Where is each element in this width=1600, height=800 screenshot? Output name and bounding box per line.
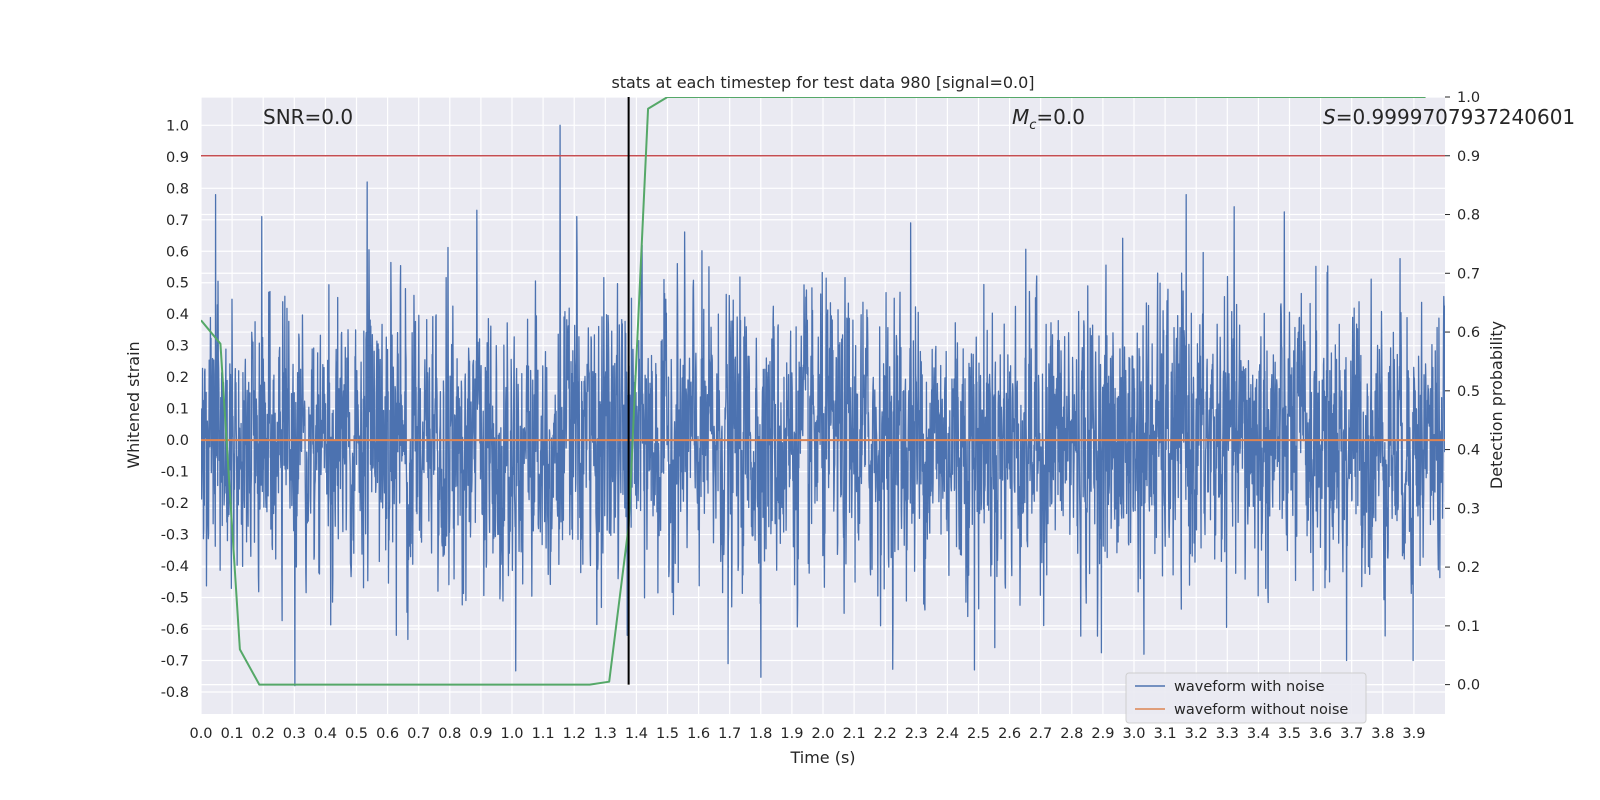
y-tick-label: 0.2 <box>166 370 189 386</box>
x-tick-label: 2.4 <box>936 726 959 742</box>
x-axis-label: Time (s) <box>789 748 855 767</box>
y-tick-label: 0.8 <box>166 181 189 197</box>
y-tick-label: 0.3 <box>166 339 189 355</box>
x-tick-label: 0.1 <box>221 726 244 742</box>
y-tick-label: -0.7 <box>161 653 189 669</box>
y2-tick-label: 0.9 <box>1457 149 1480 165</box>
x-tick-label: 1.8 <box>749 726 772 742</box>
y2-axis-label: Detection probability <box>1487 321 1506 489</box>
x-tick-label: 0.7 <box>407 726 430 742</box>
x-tick-label: 3.9 <box>1402 726 1425 742</box>
x-tick-label: 2.1 <box>843 726 866 742</box>
y-tick-label: 0.6 <box>166 244 189 260</box>
y-tick-label: -0.8 <box>161 685 189 701</box>
x-tick-labels: 0.0 0.1 0.2 0.3 0.4 0.5 0.6 0.7 0.8 0.9 1.0 1.1 1.2 1… <box>189 726 1425 742</box>
y2-tick-label: 0.8 <box>1457 208 1480 224</box>
snr-annotation: SNR=0.0 <box>263 105 353 129</box>
x-tick-label: 3.1 <box>1154 726 1177 742</box>
x-tick-label: 2.7 <box>1029 726 1052 742</box>
x-tick-label: 2.0 <box>811 726 834 742</box>
x-tick-label: 2.3 <box>905 726 928 742</box>
x-tick-label: 1.4 <box>625 726 648 742</box>
y2-tick-label: 0.1 <box>1457 619 1480 635</box>
series-detection-probability <box>201 97 1426 686</box>
y2-tick-label: 0.6 <box>1457 325 1480 341</box>
y-tick-label: 0.0 <box>166 433 189 449</box>
legend-label-clean: waveform without noise <box>1174 702 1348 718</box>
x-tick-label: 2.2 <box>874 726 897 742</box>
x-tick-label: 0.6 <box>376 726 399 742</box>
x-tick-label: 1.0 <box>500 726 523 742</box>
legend-label-noise: waveform with noise <box>1174 679 1325 695</box>
y2-tick-labels: 0.0 0.1 0.2 0.3 0.4 0.5 0.6 0.7 0.8 0.9 1.0 <box>1445 90 1480 694</box>
x-tick-label: 3.4 <box>1247 726 1270 742</box>
y2-tick-label: 0.5 <box>1457 384 1480 400</box>
y-tick-label: 0.4 <box>166 307 189 323</box>
x-tick-label: 0.4 <box>314 726 337 742</box>
y-tick-label: -0.6 <box>161 622 189 638</box>
y-tick-label: 1.0 <box>166 118 189 134</box>
y2-tick-label: 0.3 <box>1457 501 1480 517</box>
noise-series-layer <box>201 124 1445 687</box>
y-tick-label: -0.2 <box>161 496 189 512</box>
x-tick-label: 0.5 <box>345 726 368 742</box>
chart-title: stats at each timestep for test data 980… <box>611 73 1034 92</box>
x-tick-label: 2.8 <box>1060 726 1083 742</box>
y2-tick-label: 0.4 <box>1457 443 1480 459</box>
detection-score-annotation: S=0.9999707937240601 <box>1323 105 1575 129</box>
x-tick-label: 3.8 <box>1371 726 1394 742</box>
x-tick-label: 3.2 <box>1185 726 1208 742</box>
x-tick-label: 2.5 <box>967 726 990 742</box>
x-tick-label: 1.2 <box>563 726 586 742</box>
x-tick-label: 1.1 <box>532 726 555 742</box>
x-tick-label: 1.7 <box>718 726 741 742</box>
x-tick-label: 2.9 <box>1091 726 1114 742</box>
series-layer <box>200 96 1445 686</box>
x-tick-label: 3.5 <box>1278 726 1301 742</box>
y-tick-label: 0.7 <box>166 213 189 229</box>
y2-tick-label: 0.7 <box>1457 266 1480 282</box>
series-waveform-with-noise <box>201 124 1445 687</box>
x-tick-label: 1.3 <box>594 726 617 742</box>
y-tick-label: -0.3 <box>161 528 189 544</box>
x-tick-label: 3.7 <box>1340 726 1363 742</box>
x-tick-label: 1.6 <box>687 726 710 742</box>
y2-tick-label: 0.2 <box>1457 560 1480 576</box>
x-tick-label: 0.0 <box>189 726 212 742</box>
x-tick-label: 0.8 <box>438 726 461 742</box>
y-axis-label: Whitened strain <box>124 341 143 468</box>
chirp-mass-annotation: Mc=0.0 <box>1012 105 1085 133</box>
x-tick-label: 1.9 <box>780 726 803 742</box>
x-tick-label: 0.3 <box>283 726 306 742</box>
y-tick-labels: -0.8 -0.7 -0.6 -0.5 -0.4 -0.3 -0.2 -0.1 0.0 0.1 0.… <box>161 118 189 701</box>
x-tick-label: 3.3 <box>1216 726 1239 742</box>
y-tick-label: -0.1 <box>161 465 189 481</box>
legend-box <box>1125 672 1367 724</box>
x-tick-label: 3.0 <box>1122 726 1145 742</box>
x-tick-label: 0.2 <box>252 726 275 742</box>
x-tick-label: 3.6 <box>1309 726 1332 742</box>
y-tick-label: -0.4 <box>161 559 189 575</box>
x-tick-label: 0.9 <box>469 726 492 742</box>
legend: waveform with noise waveform without noi… <box>1125 672 1367 724</box>
y-tick-label: -0.5 <box>161 591 189 607</box>
x-tick-label: 2.6 <box>998 726 1021 742</box>
y2-tick-label: 1.0 <box>1457 90 1480 106</box>
y2-tick-label: 0.0 <box>1457 678 1480 694</box>
y-tick-label: 0.5 <box>166 276 189 292</box>
x-tick-label: 1.5 <box>656 726 679 742</box>
y-tick-label: 0.9 <box>166 150 189 166</box>
y-tick-label: 0.1 <box>166 402 189 418</box>
